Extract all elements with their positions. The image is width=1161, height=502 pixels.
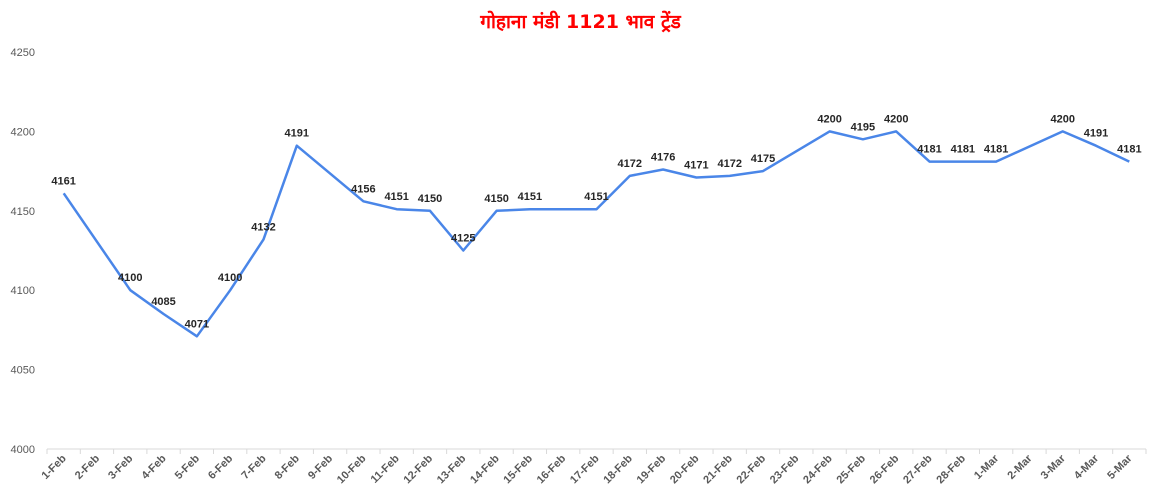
x-tick-label: 19-Feb (635, 452, 669, 486)
data-label: 4156 (351, 183, 375, 195)
x-tick-label: 5-Mar (1105, 452, 1135, 482)
y-tick-label: 4000 (11, 444, 35, 456)
data-label: 4181 (1117, 144, 1141, 156)
data-label: 4150 (418, 193, 442, 205)
x-tick-label: 4-Mar (1072, 452, 1102, 482)
data-label: 4200 (1051, 113, 1075, 125)
x-tick-label: 1-Mar (972, 452, 1002, 482)
data-label: 4181 (917, 144, 941, 156)
data-label: 4100 (218, 272, 242, 284)
x-tick-label: 9-Feb (306, 452, 335, 481)
data-label: 4181 (984, 144, 1008, 156)
data-label: 4191 (1084, 128, 1108, 140)
x-tick-label: 3-Feb (106, 452, 135, 481)
x-tick-label: 22-Feb (735, 452, 769, 486)
x-tick-label: 25-Feb (834, 452, 868, 486)
x-tick-label: 21-Feb (701, 452, 735, 486)
x-tick-label: 5-Feb (173, 452, 202, 481)
x-tick-label: 23-Feb (768, 452, 802, 486)
data-label: 4150 (484, 193, 508, 205)
x-tick-label: 10-Feb (335, 452, 369, 486)
data-label: 4172 (717, 158, 741, 170)
x-tick-label: 15-Feb (501, 452, 535, 486)
x-tick-label: 28-Feb (934, 452, 968, 486)
x-tick-label: 16-Feb (535, 452, 569, 486)
data-label: 4132 (251, 221, 275, 233)
x-tick-label: 26-Feb (868, 452, 902, 486)
data-label: 4071 (185, 318, 209, 330)
x-tick-label: 12-Feb (402, 452, 436, 486)
y-tick-label: 4100 (11, 285, 35, 297)
data-label: 4195 (851, 121, 875, 133)
y-tick-label: 4200 (11, 126, 35, 138)
data-label: 4171 (684, 159, 708, 171)
x-tick-label: 8-Feb (273, 452, 302, 481)
x-tick-label: 1-Feb (40, 452, 69, 481)
data-label: 4181 (951, 144, 975, 156)
data-label: 4191 (285, 128, 309, 140)
data-label: 4151 (384, 191, 408, 203)
x-tick-label: 2-Feb (73, 452, 102, 481)
data-label: 4125 (451, 233, 475, 245)
data-label: 4100 (118, 272, 142, 284)
data-label: 4172 (618, 158, 642, 170)
x-tick-label: 4-Feb (139, 452, 168, 481)
data-label: 4200 (817, 113, 841, 125)
y-tick-label: 4050 (11, 365, 35, 377)
x-tick-label: 7-Feb (239, 452, 268, 481)
x-tick-label: 20-Feb (668, 452, 702, 486)
y-tick-label: 4250 (11, 47, 35, 59)
x-tick-label: 13-Feb (435, 452, 469, 486)
series-line (62, 130, 1130, 338)
x-tick-label: 14-Feb (468, 452, 502, 486)
data-label: 4200 (884, 113, 908, 125)
data-label: 4176 (651, 152, 675, 164)
data-label: 4161 (51, 175, 75, 187)
x-tick-label: 3-Mar (1039, 452, 1069, 482)
x-tick-label: 6-Feb (206, 452, 235, 481)
x-tick-label: 11-Feb (369, 452, 402, 485)
y-tick-label: 4150 (11, 206, 35, 218)
data-label: 4085 (151, 296, 175, 308)
x-tick-label: 18-Feb (601, 452, 635, 486)
x-tick-label: 17-Feb (568, 452, 602, 486)
x-tick-label: 24-Feb (801, 452, 835, 486)
data-label: 4175 (751, 153, 775, 165)
data-label: 4151 (584, 191, 608, 203)
x-tick-label: 27-Feb (901, 452, 935, 486)
data-label: 4151 (518, 191, 542, 203)
x-tick-label: 2-Mar (1005, 452, 1035, 482)
chart-title: गोहाना मंडी 1121 भाव ट्रेंड (480, 11, 681, 33)
